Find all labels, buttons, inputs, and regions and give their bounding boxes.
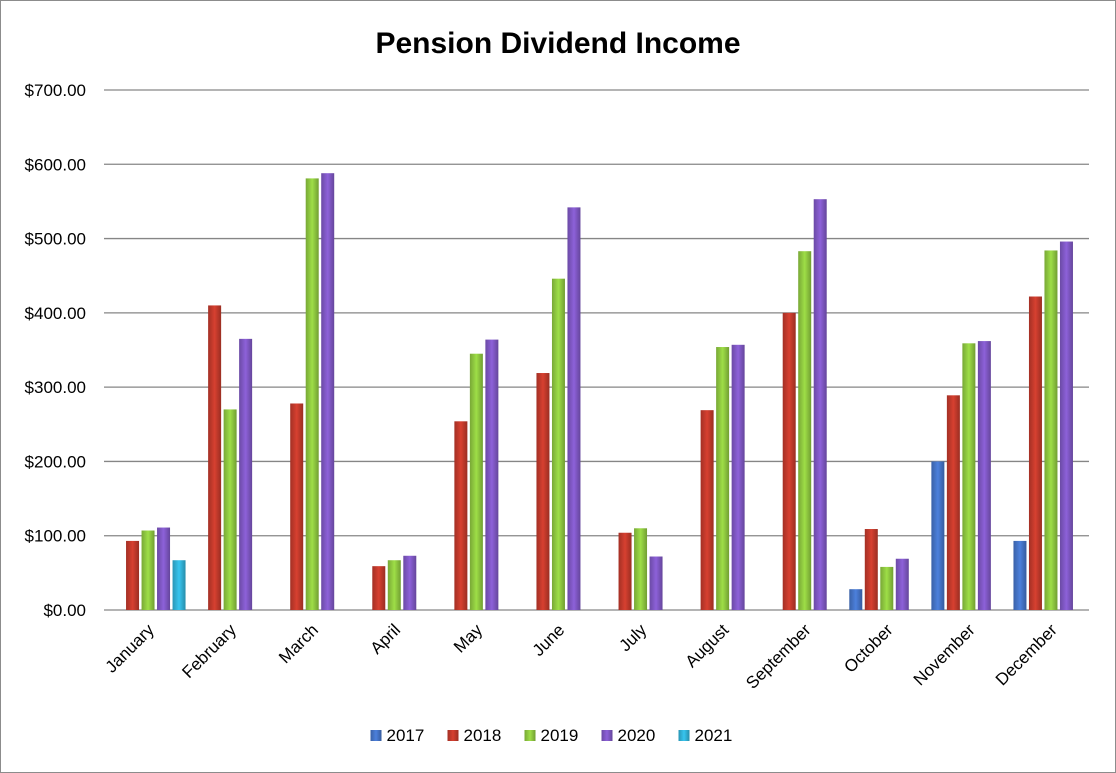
x-tick-label: February [178,620,240,682]
y-axis-ticks: $0.00 $100.00 $200.00 $300.00 $400.00 $500.00… [25,81,86,620]
bar-2020-june [567,207,581,610]
y-tick-label: $400.00 [25,304,86,323]
y-tick-label: $0.00 [43,601,86,620]
x-axis-ticks: January February March April May June July Augu… [102,620,1061,693]
y-tick-label: $100.00 [25,527,86,546]
chart-title: Pension Dividend Income [375,27,740,60]
y-tick-label: $300.00 [25,378,86,397]
bar-2018-may [454,421,468,610]
y-tick-label: $700.00 [25,81,86,100]
x-tick-label: November [910,620,979,689]
bar-2019-january [141,530,155,610]
legend-label-2017: 2017 [387,726,425,745]
bar-2018-september [782,312,796,610]
y-tick-label: $200.00 [25,452,86,471]
legend-swatch-2021 [678,730,690,741]
x-tick-label: March [275,620,322,667]
bar-2019-april [387,560,401,610]
bar-2018-april [372,566,386,610]
bar-2019-july [634,528,648,610]
legend-swatch-2017 [370,730,382,741]
bar-2019-june [551,278,565,610]
bar-2021-january [172,560,186,610]
bar-2018-october [864,529,878,610]
bar-2019-march [305,178,319,610]
bar-2019-february [223,409,237,610]
bar-2020-july [649,556,663,610]
x-tick-label: January [102,620,159,677]
bar-2019-august [716,347,730,610]
x-tick-label: July [616,620,651,655]
legend-swatch-2020 [601,730,613,741]
bar-2019-december [1044,250,1058,610]
legend-swatch-2019 [524,730,536,741]
bar-2020-november [977,341,991,610]
x-tick-label: December [992,620,1061,689]
bar-2017-december [1013,540,1027,610]
bar-2020-january [157,527,171,610]
y-tick-label: $600.00 [25,155,86,174]
legend-label-2021: 2021 [695,726,733,745]
bar-2017-october [849,589,863,610]
bar-2020-march [321,173,335,610]
x-tick-label: October [840,620,896,676]
bar-2020-october [895,558,909,610]
bar-2018-august [700,410,714,610]
legend-label-2020: 2020 [618,726,656,745]
bar-2018-january [126,540,140,610]
bar-2018-february [208,305,222,610]
bar-2020-december [1059,241,1073,611]
bar-2018-march [290,403,304,610]
x-tick-label: April [367,620,404,657]
x-tick-label: August [682,620,733,671]
x-tick-label: May [450,620,486,656]
bars [126,173,1073,611]
bar-2020-august [731,344,745,610]
bar-2020-may [485,339,499,610]
bar-2020-september [813,199,827,610]
legend: 2017 2018 2019 2020 2021 [370,726,733,745]
bar-2019-november [962,343,976,610]
bar-2018-june [536,373,550,610]
bar-2019-may [469,353,483,610]
x-tick-label: September [742,620,814,692]
bar-2018-november [946,395,960,610]
legend-label-2018: 2018 [464,726,502,745]
bar-2019-october [880,566,894,610]
gridlines [104,89,1089,611]
legend-swatch-2018 [447,730,459,741]
bar-2018-july [618,532,632,610]
bar-2017-november [931,461,945,610]
y-tick-label: $500.00 [25,230,86,249]
legend-label-2019: 2019 [541,726,579,745]
bar-2018-december [1028,296,1042,610]
bar-2020-february [239,338,253,610]
bar-2019-september [798,251,812,610]
x-tick-label: June [529,620,569,660]
bar-2020-april [403,555,417,610]
